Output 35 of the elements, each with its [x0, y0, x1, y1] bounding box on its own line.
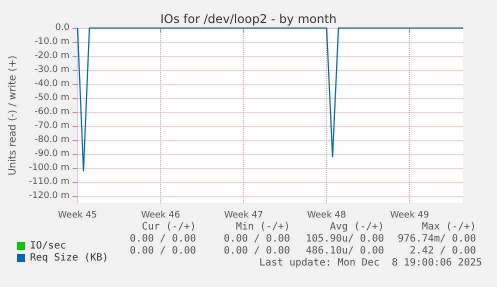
y-tick-label: 0.0 [55, 23, 70, 33]
legend-label: IO/sec [30, 240, 66, 252]
chart-title: IOs for /dev/loop2 - by month [160, 12, 337, 26]
legend-label: Req Size (KB) [30, 252, 108, 264]
text: Avg (-/+) [330, 222, 384, 232]
text: 0.00 / 0.00 [130, 246, 196, 256]
text: 486.10u/ 0.00 [306, 246, 384, 256]
text: Cur (-/+) [142, 222, 196, 232]
text: 976.74m/ 0.00 [398, 234, 476, 244]
text: 2.42 / 0.00 [410, 246, 476, 256]
y-tick-label: -100.0 m [28, 163, 70, 173]
y-tick-label: -70.0 m [34, 121, 70, 131]
y-tick-label: -40.0 m [34, 79, 70, 89]
x-tick-label: Week 46 [141, 210, 180, 220]
y-tick-label: -60.0 m [34, 107, 70, 117]
y-tick-label: -50.0 m [34, 93, 70, 103]
text: 0.00 / 0.00 [224, 234, 290, 244]
text: 0.00 / 0.00 [224, 246, 290, 256]
y-tick-label: -30.0 m [34, 65, 70, 75]
x-tick-label: Week 47 [224, 210, 264, 220]
y-tick-label: -90.0 m [34, 149, 70, 159]
y-tick-label: -20.0 m [34, 51, 70, 61]
text: Min (-/+) [236, 222, 290, 232]
y-tick-label: -120.0 m [28, 191, 70, 201]
text: Last update: Mon Dec 8 19:00:06 2025 [259, 258, 482, 268]
text: Max (-/+) [422, 222, 476, 232]
x-tick-label: Week 45 [58, 210, 98, 220]
y-axis-title: Units read (-) / write (+) [8, 55, 18, 176]
y-tick-label: -110.0 m [28, 177, 70, 187]
x-tick-label: Week 48 [307, 210, 346, 220]
text: 105.90u/ 0.00 [306, 234, 384, 244]
x-tick-label: Week 49 [390, 210, 430, 220]
y-tick-label: -80.0 m [34, 135, 70, 145]
text: 0.00 / 0.00 [130, 234, 196, 244]
y-tick-label: -10.0 m [34, 37, 70, 47]
